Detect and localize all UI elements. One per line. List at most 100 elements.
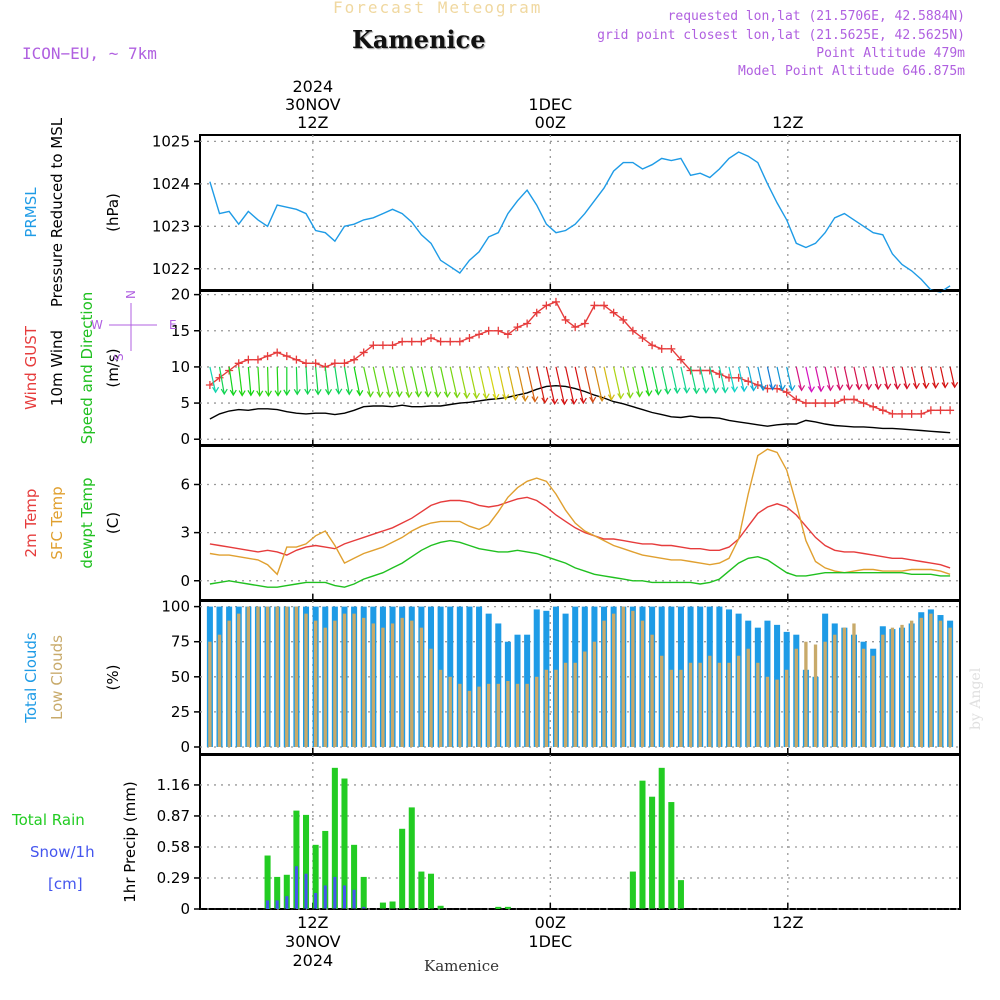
panel-frame-wind (199, 290, 961, 446)
gust-marker (821, 399, 830, 408)
wind-barb (843, 366, 851, 390)
bar-lcc (419, 627, 424, 747)
bar-lcc (765, 676, 770, 747)
wind-barb-head (220, 388, 228, 396)
wind-barb-head (521, 395, 529, 402)
wind-barb (824, 366, 831, 391)
bar-lcc (669, 669, 673, 747)
wind-barb-head (283, 389, 291, 396)
gust-marker (773, 384, 782, 393)
bar-lcc (861, 648, 866, 747)
time-label-hour-top: 12Z (772, 113, 803, 132)
bar-lcc (717, 662, 722, 747)
bar-rain (341, 778, 348, 909)
wind-barb (257, 366, 261, 396)
bar-lcc (631, 610, 635, 747)
wind-barb (718, 366, 726, 393)
time-label-date-bottom: 1DEC (528, 932, 572, 951)
bar-lcc (323, 627, 327, 747)
wind-barb-head (884, 383, 892, 390)
bar-lcc (237, 613, 241, 747)
bar-lcc (487, 683, 491, 747)
gust-marker (782, 388, 791, 397)
bar-rain (274, 876, 281, 909)
wind-barb-head (405, 391, 413, 399)
wind-barb (776, 366, 783, 391)
bar-lcc (785, 669, 789, 747)
bar-lcc (871, 655, 875, 747)
bar-tcc (485, 613, 492, 747)
wind-barb-head (511, 394, 519, 402)
wind-barb (574, 366, 584, 404)
wind-barb-head (256, 390, 264, 398)
gust-marker (628, 326, 637, 335)
bar-lcc (929, 613, 933, 747)
y-tick-label: 1024 (152, 175, 190, 193)
wind-barb (305, 366, 309, 395)
bar-lcc (881, 634, 885, 747)
bar-lcc (400, 617, 404, 747)
wind-barb-head (424, 391, 432, 398)
gust-marker (436, 337, 445, 346)
bar-lcc (285, 606, 289, 747)
bar-tcc (456, 606, 463, 747)
wind-barb (391, 366, 400, 397)
wind-barb-head (443, 391, 451, 399)
bar-lcc (900, 624, 904, 747)
wind-barb (939, 366, 946, 388)
bar-lcc (563, 662, 568, 747)
bar-rain (658, 767, 665, 909)
wind-barb (805, 366, 813, 392)
wind-barb-head (472, 392, 480, 400)
wind-barb-head (366, 391, 374, 398)
compass-s: S (112, 353, 126, 361)
legend-label: [cm] (48, 875, 83, 893)
wind-barb (747, 366, 755, 391)
bar-lcc (640, 620, 645, 747)
gust-marker (215, 373, 224, 382)
bar-lcc (390, 623, 395, 747)
wind-barb (334, 366, 340, 394)
gust-marker (465, 333, 474, 342)
wind-barb (613, 366, 622, 399)
gust-marker (369, 341, 378, 350)
wind-barb-head (951, 381, 959, 389)
bar-snow (362, 906, 366, 909)
bar-lcc (842, 627, 847, 747)
series-line-10m-wind (209, 384, 951, 434)
gust-marker (801, 399, 810, 408)
bar-lcc (621, 606, 625, 747)
wind-barb-head (579, 397, 587, 405)
bar-lcc (515, 683, 520, 747)
wind-barb-head (492, 393, 500, 401)
bar-lcc (698, 662, 702, 747)
gust-marker (946, 406, 955, 415)
gust-marker (513, 323, 522, 332)
gust-marker (936, 406, 945, 415)
bar-rain (322, 830, 329, 909)
series-line-2m-temp (209, 496, 951, 569)
wind-barb-head (845, 384, 853, 391)
panel-series-label: Wind GUST (22, 325, 40, 410)
bar-rain (495, 906, 502, 909)
time-label-hour-top: 12Z (297, 113, 328, 132)
gust-marker (388, 341, 397, 350)
time-label-hour-bottom: 00Z (535, 913, 566, 932)
bar-snow (314, 892, 318, 909)
bar-lcc (438, 669, 443, 747)
wind-barb-head (750, 385, 758, 392)
y-tick-label: 1025 (152, 132, 190, 150)
wind-barb (766, 366, 774, 390)
wind-barb-head (903, 383, 911, 390)
wind-barb-head (247, 390, 255, 397)
wind-barb (593, 366, 603, 401)
wind-barb (209, 366, 217, 393)
gust-marker (273, 348, 282, 357)
bar-lcc (746, 648, 750, 747)
wind-barb (901, 366, 908, 389)
bar-lcc (227, 620, 231, 747)
wind-barb (478, 366, 487, 399)
wind-barb (738, 366, 745, 392)
wind-barb (411, 366, 420, 397)
